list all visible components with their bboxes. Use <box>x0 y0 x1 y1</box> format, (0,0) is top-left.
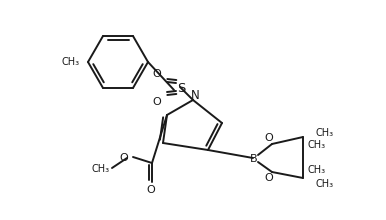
Text: CH₃: CH₃ <box>62 57 80 67</box>
Text: CH₃: CH₃ <box>315 179 333 189</box>
Text: O: O <box>265 173 273 183</box>
Text: O: O <box>147 185 156 195</box>
Text: O: O <box>152 69 161 79</box>
Text: CH₃: CH₃ <box>307 165 325 175</box>
Text: N: N <box>191 88 200 101</box>
Text: CH₃: CH₃ <box>92 164 110 174</box>
Text: CH₃: CH₃ <box>315 128 333 138</box>
Text: O: O <box>265 133 273 143</box>
Text: S: S <box>177 81 185 95</box>
Text: B: B <box>250 154 258 164</box>
Text: CH₃: CH₃ <box>307 140 325 150</box>
Text: O: O <box>119 153 128 163</box>
Text: O: O <box>152 97 161 107</box>
